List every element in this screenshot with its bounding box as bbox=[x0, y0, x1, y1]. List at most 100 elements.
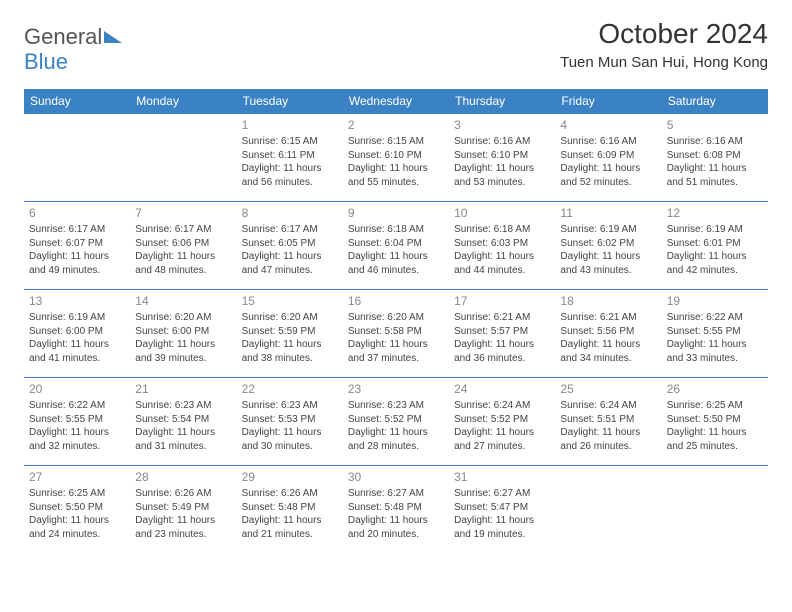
daylight-line: Daylight: 11 hours and 31 minutes. bbox=[135, 426, 231, 453]
day-cell: 3Sunrise: 6:16 AMSunset: 6:10 PMDaylight… bbox=[449, 114, 555, 202]
empty-cell bbox=[662, 466, 768, 554]
day-number: 27 bbox=[29, 469, 125, 485]
logo-text-1: General bbox=[24, 24, 102, 50]
daylight-line: Daylight: 11 hours and 43 minutes. bbox=[560, 250, 656, 277]
day-cell: 14Sunrise: 6:20 AMSunset: 6:00 PMDayligh… bbox=[130, 290, 236, 378]
sunset-line: Sunset: 5:51 PM bbox=[560, 413, 656, 427]
day-number: 11 bbox=[560, 205, 656, 221]
daylight-line: Daylight: 11 hours and 41 minutes. bbox=[29, 338, 125, 365]
sunrise-line: Sunrise: 6:16 AM bbox=[560, 135, 656, 149]
sunset-line: Sunset: 6:08 PM bbox=[667, 149, 763, 163]
day-cell: 25Sunrise: 6:24 AMSunset: 5:51 PMDayligh… bbox=[555, 378, 661, 466]
sunset-line: Sunset: 6:00 PM bbox=[135, 325, 231, 339]
daylight-line: Daylight: 11 hours and 52 minutes. bbox=[560, 162, 656, 189]
day-number: 6 bbox=[29, 205, 125, 221]
day-number: 15 bbox=[242, 293, 338, 309]
day-cell: 18Sunrise: 6:21 AMSunset: 5:56 PMDayligh… bbox=[555, 290, 661, 378]
day-cell: 23Sunrise: 6:23 AMSunset: 5:52 PMDayligh… bbox=[343, 378, 449, 466]
weekday-header: Friday bbox=[555, 89, 661, 114]
sunset-line: Sunset: 6:10 PM bbox=[348, 149, 444, 163]
daylight-line: Daylight: 11 hours and 38 minutes. bbox=[242, 338, 338, 365]
weekday-header: Thursday bbox=[449, 89, 555, 114]
sunrise-line: Sunrise: 6:17 AM bbox=[135, 223, 231, 237]
daylight-line: Daylight: 11 hours and 23 minutes. bbox=[135, 514, 231, 541]
day-number: 24 bbox=[454, 381, 550, 397]
daylight-line: Daylight: 11 hours and 42 minutes. bbox=[667, 250, 763, 277]
weekday-header: Tuesday bbox=[237, 89, 343, 114]
sunrise-line: Sunrise: 6:26 AM bbox=[135, 487, 231, 501]
day-number: 13 bbox=[29, 293, 125, 309]
sunrise-line: Sunrise: 6:20 AM bbox=[348, 311, 444, 325]
day-cell: 10Sunrise: 6:18 AMSunset: 6:03 PMDayligh… bbox=[449, 202, 555, 290]
day-cell: 28Sunrise: 6:26 AMSunset: 5:49 PMDayligh… bbox=[130, 466, 236, 554]
sunrise-line: Sunrise: 6:22 AM bbox=[29, 399, 125, 413]
weekday-header: Wednesday bbox=[343, 89, 449, 114]
day-number: 9 bbox=[348, 205, 444, 221]
sunrise-line: Sunrise: 6:27 AM bbox=[348, 487, 444, 501]
title-block: October 2024 Tuen Mun San Hui, Hong Kong bbox=[560, 18, 768, 71]
sunset-line: Sunset: 6:09 PM bbox=[560, 149, 656, 163]
daylight-line: Daylight: 11 hours and 37 minutes. bbox=[348, 338, 444, 365]
daylight-line: Daylight: 11 hours and 24 minutes. bbox=[29, 514, 125, 541]
sunset-line: Sunset: 6:10 PM bbox=[454, 149, 550, 163]
sunset-line: Sunset: 5:50 PM bbox=[29, 501, 125, 515]
empty-cell bbox=[24, 114, 130, 202]
sunrise-line: Sunrise: 6:19 AM bbox=[560, 223, 656, 237]
sunset-line: Sunset: 6:06 PM bbox=[135, 237, 231, 251]
sunset-line: Sunset: 5:49 PM bbox=[135, 501, 231, 515]
empty-cell bbox=[130, 114, 236, 202]
sunset-line: Sunset: 5:55 PM bbox=[29, 413, 125, 427]
day-number: 14 bbox=[135, 293, 231, 309]
empty-cell bbox=[555, 466, 661, 554]
sunrise-line: Sunrise: 6:17 AM bbox=[242, 223, 338, 237]
sunrise-line: Sunrise: 6:25 AM bbox=[29, 487, 125, 501]
page-title: October 2024 bbox=[560, 18, 768, 50]
sunrise-line: Sunrise: 6:22 AM bbox=[667, 311, 763, 325]
daylight-line: Daylight: 11 hours and 39 minutes. bbox=[135, 338, 231, 365]
day-cell: 22Sunrise: 6:23 AMSunset: 5:53 PMDayligh… bbox=[237, 378, 343, 466]
location: Tuen Mun San Hui, Hong Kong bbox=[560, 54, 768, 71]
day-cell: 17Sunrise: 6:21 AMSunset: 5:57 PMDayligh… bbox=[449, 290, 555, 378]
day-number: 3 bbox=[454, 117, 550, 133]
day-number: 20 bbox=[29, 381, 125, 397]
sunset-line: Sunset: 5:57 PM bbox=[454, 325, 550, 339]
day-number: 4 bbox=[560, 117, 656, 133]
sunrise-line: Sunrise: 6:18 AM bbox=[454, 223, 550, 237]
daylight-line: Daylight: 11 hours and 55 minutes. bbox=[348, 162, 444, 189]
sunset-line: Sunset: 6:04 PM bbox=[348, 237, 444, 251]
day-cell: 2Sunrise: 6:15 AMSunset: 6:10 PMDaylight… bbox=[343, 114, 449, 202]
sunrise-line: Sunrise: 6:16 AM bbox=[667, 135, 763, 149]
day-number: 19 bbox=[667, 293, 763, 309]
sunset-line: Sunset: 6:00 PM bbox=[29, 325, 125, 339]
sunset-line: Sunset: 5:58 PM bbox=[348, 325, 444, 339]
daylight-line: Daylight: 11 hours and 44 minutes. bbox=[454, 250, 550, 277]
sunrise-line: Sunrise: 6:23 AM bbox=[348, 399, 444, 413]
sunrise-line: Sunrise: 6:27 AM bbox=[454, 487, 550, 501]
day-number: 17 bbox=[454, 293, 550, 309]
day-number: 10 bbox=[454, 205, 550, 221]
calendar-row: 20Sunrise: 6:22 AMSunset: 5:55 PMDayligh… bbox=[24, 378, 768, 466]
logo: General bbox=[24, 18, 122, 50]
calendar-table: Sunday Monday Tuesday Wednesday Thursday… bbox=[24, 89, 768, 554]
day-number: 18 bbox=[560, 293, 656, 309]
day-cell: 12Sunrise: 6:19 AMSunset: 6:01 PMDayligh… bbox=[662, 202, 768, 290]
daylight-line: Daylight: 11 hours and 21 minutes. bbox=[242, 514, 338, 541]
calendar-row: 6Sunrise: 6:17 AMSunset: 6:07 PMDaylight… bbox=[24, 202, 768, 290]
sunset-line: Sunset: 5:47 PM bbox=[454, 501, 550, 515]
day-cell: 4 Sunrise: 6:16 AMSunset: 6:09 PMDaylight… bbox=[555, 114, 661, 202]
day-cell: 21Sunrise: 6:23 AMSunset: 5:54 PMDayligh… bbox=[130, 378, 236, 466]
daylight-line: Daylight: 11 hours and 53 minutes. bbox=[454, 162, 550, 189]
sunrise-line: Sunrise: 6:23 AM bbox=[242, 399, 338, 413]
day-cell: 24Sunrise: 6:24 AMSunset: 5:52 PMDayligh… bbox=[449, 378, 555, 466]
sunrise-line: Sunrise: 6:23 AM bbox=[135, 399, 231, 413]
day-cell: 1Sunrise: 6:15 AMSunset: 6:11 PMDaylight… bbox=[237, 114, 343, 202]
daylight-line: Daylight: 11 hours and 48 minutes. bbox=[135, 250, 231, 277]
daylight-line: Daylight: 11 hours and 19 minutes. bbox=[454, 514, 550, 541]
sunset-line: Sunset: 5:50 PM bbox=[667, 413, 763, 427]
day-cell: 30Sunrise: 6:27 AMSunset: 5:48 PMDayligh… bbox=[343, 466, 449, 554]
sunrise-line: Sunrise: 6:24 AM bbox=[454, 399, 550, 413]
day-number: 1 bbox=[242, 117, 338, 133]
daylight-line: Daylight: 11 hours and 32 minutes. bbox=[29, 426, 125, 453]
day-cell: 5Sunrise: 6:16 AMSunset: 6:08 PMDaylight… bbox=[662, 114, 768, 202]
daylight-line: Daylight: 11 hours and 51 minutes. bbox=[667, 162, 763, 189]
